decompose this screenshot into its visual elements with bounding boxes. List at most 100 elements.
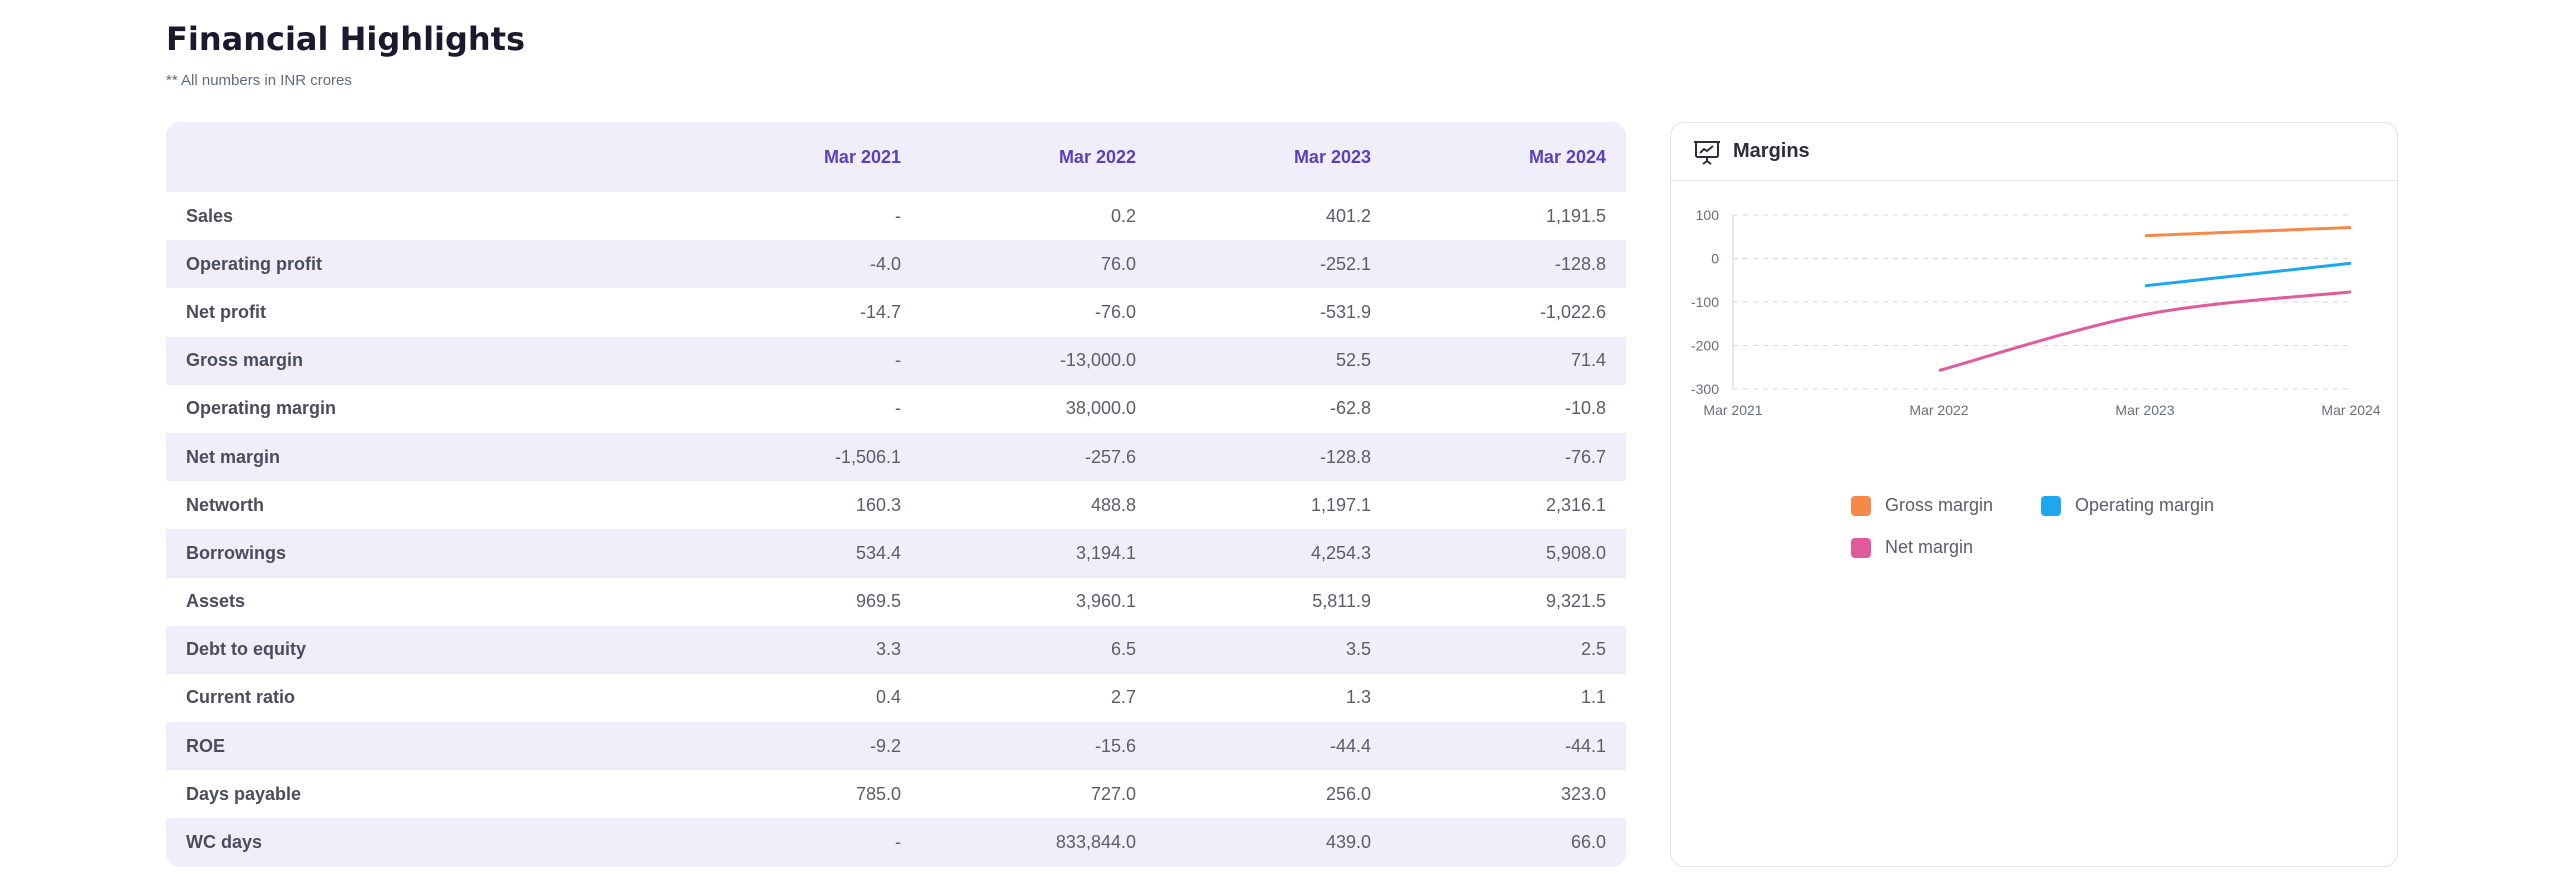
legend-label: Net margin [1885, 537, 1974, 557]
series-line-net-margin [1938, 290, 2352, 373]
table-cell: -252.1 [1319, 253, 1371, 274]
row-label: Debt to equity [186, 639, 306, 660]
table-cell: 1.3 [1345, 687, 1371, 708]
row-label: Assets [186, 591, 246, 612]
table-cell: 256.0 [1325, 783, 1371, 804]
table-row: Operating margin - 38,000.0 -62.8 -10.8 [166, 384, 1626, 433]
row-label: Sales [186, 205, 234, 226]
table-cell: -76.7 [1564, 446, 1606, 467]
table-cell: 71.4 [1570, 350, 1606, 371]
table-row: Debt to equity 3.3 6.5 3.5 2.5 [166, 625, 1626, 674]
y-tick-label: -300 [1691, 381, 1719, 397]
table-header-row: Mar 2021 Mar 2022 Mar 2023 Mar 2024 [166, 122, 1626, 192]
table-cell: 3,960.1 [1075, 591, 1136, 612]
x-tick-label: Mar 2021 [1703, 402, 1762, 418]
legend-item[interactable]: Gross margin [1851, 495, 1993, 516]
row-label: Operating margin [186, 398, 337, 419]
table-cell: -13,000.0 [1059, 350, 1136, 371]
table-row: WC days - 833,844.0 439.0 66.0 [166, 818, 1626, 867]
table-header-label [166, 122, 686, 192]
table-cell: 488.8 [1090, 494, 1136, 515]
table-row: Assets 969.5 3,960.1 5,811.9 9,321.5 [166, 577, 1626, 626]
page-title: Financial Highlights [166, 20, 526, 58]
table-cell: 2.7 [1110, 687, 1136, 708]
table-row: Sales - 0.2 401.2 1,191.5 [166, 192, 1626, 241]
table-cell: 6.5 [1110, 639, 1136, 660]
series-line-gross-margin [2144, 225, 2352, 238]
row-label: Borrowings [186, 542, 287, 563]
row-label: Networth [186, 494, 264, 515]
column-header: Mar 2024 [1528, 146, 1606, 167]
table-cell: 2,316.1 [1545, 494, 1606, 515]
row-label: WC days [186, 832, 263, 853]
table-cell: 3.3 [875, 639, 901, 660]
margins-line-chart: 100 0 -100 -200 -300 Mar 2021 Mar 2022 Mar 2023… [1691, 207, 2381, 418]
legend-swatch [2041, 495, 2061, 516]
y-tick-label: -100 [1691, 294, 1719, 310]
y-tick-label: 0 [1711, 251, 1719, 267]
page-subtitle: ** All numbers in INR crores [166, 72, 352, 89]
table-cell: 1.1 [1580, 687, 1606, 708]
table-cell: - [895, 398, 901, 419]
table-row: Networth 160.3 488.8 1,197.1 2,316.1 [166, 481, 1626, 530]
table-cell: 5,811.9 [1312, 591, 1371, 612]
table-cell: -44.4 [1329, 735, 1371, 756]
table-cell: 38,000.0 [1065, 398, 1136, 419]
table-cell: 0.4 [875, 687, 901, 708]
table-cell: 4,254.3 [1310, 542, 1371, 563]
table-cell: -14.7 [859, 301, 901, 322]
legend-swatch [1851, 495, 1871, 516]
legend-item[interactable]: Operating margin [2041, 495, 2214, 516]
table-row: Days payable 785.0 727.0 256.0 323.0 [166, 770, 1626, 819]
series-line-operating-margin [2144, 261, 2352, 288]
table-row: Operating profit -4.0 76.0 -252.1 -128.8 [166, 240, 1626, 289]
column-header: Mar 2022 [1058, 146, 1136, 167]
table-cell: 785.0 [855, 783, 901, 804]
table-row: Net profit -14.7 -76.0 -531.9 -1,022.6 [166, 288, 1626, 337]
row-label: Operating profit [186, 253, 322, 274]
table-cell: -128.8 [1319, 446, 1371, 467]
row-label: Gross margin [186, 350, 304, 371]
table-cell: -10.8 [1564, 398, 1606, 419]
column-header: Mar 2023 [1293, 146, 1371, 167]
row-label: ROE [186, 735, 226, 756]
row-label: Days payable [186, 783, 302, 804]
table-cell: 5,908.0 [1545, 542, 1606, 563]
table-cell: 727.0 [1090, 783, 1136, 804]
table-cell: - [895, 832, 901, 853]
table-cell: -4.0 [869, 253, 901, 274]
legend-item[interactable]: Net margin [1851, 537, 1973, 558]
table-cell: - [895, 350, 901, 371]
x-tick-label: Mar 2023 [2115, 402, 2174, 418]
column-header: Mar 2021 [823, 146, 901, 167]
table-cell: 439.0 [1325, 832, 1371, 853]
table-cell: -1,506.1 [834, 446, 901, 467]
x-tick-label: Mar 2024 [2321, 402, 2380, 418]
table-row: ROE -9.2 -15.6 -44.4 -44.1 [166, 722, 1626, 771]
row-label: Current ratio [186, 687, 296, 708]
table-cell: -44.1 [1564, 735, 1606, 756]
table-row: Net margin -1,506.1 -257.6 -128.8 -76.7 [166, 432, 1626, 482]
table-cell: -128.8 [1554, 253, 1606, 274]
table-cell: 3.5 [1345, 639, 1371, 660]
table-cell: 534.4 [855, 542, 901, 563]
table-cell: -9.2 [869, 735, 901, 756]
table-cell: 76.0 [1100, 253, 1136, 274]
table-cell: 2.5 [1580, 639, 1606, 660]
margins-chart-card: Margins 100 0 -100 -200 -300 Mar 2021 Mar 2022… [1670, 122, 2398, 867]
legend-label: Operating margin [2075, 495, 2215, 515]
table-cell: 969.5 [855, 591, 901, 612]
financial-table-card: Mar 2021 Mar 2022 Mar 2023 Mar 2024 Sale… [166, 122, 1626, 867]
legend-swatch [1851, 537, 1871, 558]
table-cell: 3,194.1 [1075, 542, 1136, 563]
table-cell: -531.9 [1319, 301, 1371, 322]
table-cell: 323.0 [1560, 783, 1606, 804]
table-cell: 9,321.5 [1545, 591, 1606, 612]
table-row: Current ratio 0.4 2.7 1.3 1.1 [166, 673, 1626, 723]
legend-label: Gross margin [1885, 495, 1994, 515]
table-cell: 401.2 [1325, 205, 1371, 226]
y-tick-label: 100 [1696, 207, 1720, 223]
row-label: Net margin [186, 446, 281, 467]
row-label: Net profit [186, 301, 266, 322]
y-tick-label: -200 [1691, 338, 1719, 354]
